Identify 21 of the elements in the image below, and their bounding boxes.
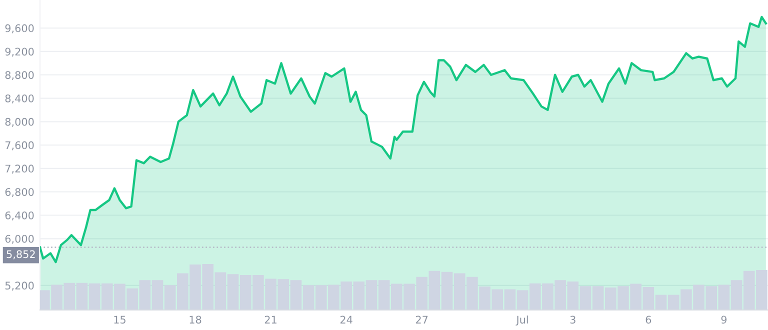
- x-tick-label: 18: [190, 316, 202, 324]
- y-tick-label: 7,600: [5, 141, 34, 150]
- x-tick-label: 6: [646, 316, 652, 324]
- y-tick-label: 5,200: [5, 282, 34, 291]
- y-tick-label: 7,200: [5, 164, 34, 174]
- y-tick-label: 6,000: [5, 234, 34, 244]
- x-tick-label: 21: [264, 316, 276, 324]
- y-tick-label: 9,600: [5, 24, 34, 34]
- x-tick-label: 27: [416, 316, 428, 324]
- y-tick-label: 6,800: [5, 188, 34, 198]
- y-tick-label: 6,400: [5, 211, 34, 220]
- y-tick-label: 8,000: [5, 118, 34, 127]
- x-tick-label: 9: [721, 316, 727, 324]
- x-tick-label: 24: [340, 316, 352, 324]
- x-tick-label: 3: [570, 316, 576, 324]
- y-tick-label: 8,400: [5, 94, 34, 104]
- y-tick-label: 8,800: [5, 71, 34, 80]
- y-tick-label: 9,200: [5, 48, 34, 57]
- ref-line-label: 5,852: [6, 250, 35, 260]
- x-tick-label: Jul: [516, 316, 528, 326]
- x-tick-label: 15: [114, 316, 126, 324]
